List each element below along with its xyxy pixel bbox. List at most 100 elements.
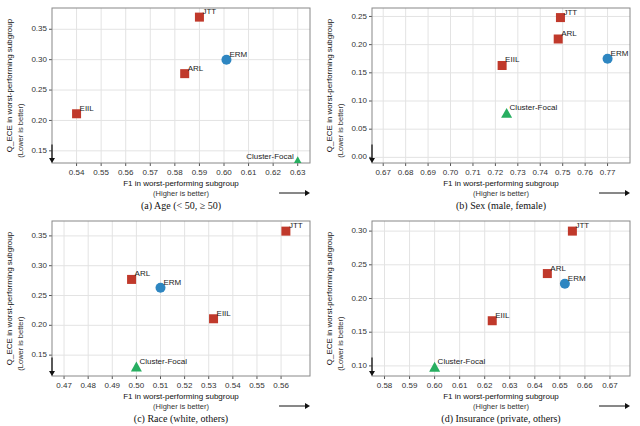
point-label: ERM — [568, 274, 586, 283]
x-tick-label: 0.71 — [465, 168, 481, 177]
x-tick-label: 0.57 — [142, 168, 158, 177]
x-tick-label: 0.58 — [377, 381, 393, 390]
y-tick-label: 0.05 — [351, 124, 367, 133]
grid-line — [248, 8, 249, 163]
x-tick-label: 0.69 — [420, 168, 436, 177]
y-tick-label: 0.20 — [351, 40, 367, 49]
y-arrow — [371, 357, 372, 372]
x-tick-label: 0.55 — [249, 381, 265, 390]
point-label: JTT — [289, 221, 303, 230]
grid-line — [428, 8, 429, 163]
x-tick-label: 0.54 — [225, 381, 241, 390]
x-tick-label: 0.49 — [104, 381, 120, 390]
y-tick-label: 0.10 — [351, 96, 367, 105]
grid-line — [372, 44, 630, 45]
plot-frame — [372, 8, 630, 163]
y-axis-sublabel: (Lower is better) — [336, 316, 345, 371]
grid-line — [184, 221, 185, 376]
grid-line — [52, 29, 310, 30]
y-tick-label: 0.15 — [31, 350, 47, 359]
y-axis-sublabel: (Lower is better) — [16, 103, 25, 158]
point-label: ERM — [164, 278, 182, 287]
grid-line — [199, 8, 200, 163]
x-tick-label: 0.61 — [241, 168, 257, 177]
y-axis-sublabel: (Lower is better) — [16, 316, 25, 371]
point-label: EIIL — [505, 55, 520, 64]
annotations: JTTARLERMEIILCluster-Focal — [505, 8, 629, 113]
y-tick-label: 0.25 — [351, 260, 367, 269]
plot-area — [372, 8, 630, 163]
grid-line — [297, 8, 298, 163]
grid-line — [52, 235, 310, 236]
x-tick-label: 0.63 — [290, 168, 306, 177]
grid-line — [585, 8, 586, 163]
grid-line — [372, 101, 630, 102]
y-tick-label: 0.35 — [31, 24, 47, 33]
x-axis-label: F1 in worst-performing subgroup — [123, 392, 239, 401]
grid-line — [208, 221, 209, 376]
grid-line — [88, 221, 89, 376]
grid — [372, 221, 630, 376]
y-tick-label: 0.20 — [31, 116, 47, 125]
grid-line — [52, 295, 310, 296]
y-tick-label: 0.15 — [31, 146, 47, 155]
x-tick-label: 0.67 — [602, 381, 618, 390]
y-axis-label: Q_ECE in worst-performing subgroup — [5, 231, 14, 365]
grid — [372, 8, 630, 163]
point-label: JTT — [563, 8, 577, 17]
point-label: Cluster-Focal — [438, 357, 486, 366]
subplot: 0.470.480.490.500.510.520.530.540.550.56… — [5, 221, 310, 425]
x-tick-label: 0.76 — [577, 168, 593, 177]
y-arrow-head — [49, 371, 55, 376]
y-axis-label: Q_ECE in worst-performing subgroup — [5, 18, 14, 152]
x-tick-label: 0.75 — [555, 168, 571, 177]
grid — [52, 221, 310, 376]
grid-line — [405, 8, 406, 163]
plot-area — [52, 8, 310, 163]
x-arrow-head — [305, 403, 310, 409]
grid-line — [495, 8, 496, 163]
point-label: ERM — [611, 49, 629, 58]
plot-area — [52, 221, 310, 376]
point — [292, 156, 303, 163]
subplot: 0.580.590.600.610.620.630.640.650.660.67… — [325, 221, 630, 425]
grid-line — [76, 8, 77, 163]
grid-line — [52, 90, 310, 91]
grid-line — [232, 221, 233, 376]
subplot: 0.670.680.690.700.710.720.730.740.750.76… — [325, 8, 630, 212]
x-tick-label: 0.70 — [443, 168, 459, 177]
point-label: Cluster-Focal — [510, 103, 558, 112]
grid-line — [372, 298, 630, 299]
plot-frame — [52, 221, 310, 376]
x-tick-label: 0.62 — [265, 168, 281, 177]
x-tick-label: 0.59 — [192, 168, 208, 177]
x-arrow-head — [305, 190, 310, 196]
x-tick-label: 0.58 — [167, 168, 183, 177]
x-arrow-head — [625, 190, 630, 196]
y-arrow — [51, 144, 52, 159]
grid-line — [607, 8, 608, 163]
x-tick-label: 0.54 — [69, 168, 85, 177]
x-axis-label: F1 in worst-performing subgroup — [443, 179, 559, 188]
point-label: ARL — [550, 264, 566, 273]
y-tick-label: 0.10 — [351, 361, 367, 370]
point-label: Cluster-Focal — [246, 152, 294, 161]
grid-line — [372, 332, 630, 333]
annotations: JTTERMARLEIILCluster-Focal — [80, 7, 294, 161]
x-tick-label: 0.52 — [177, 381, 193, 390]
y-axis-sublabel: (Lower is better) — [336, 103, 345, 158]
x-tick-label: 0.53 — [201, 381, 217, 390]
grid-line — [450, 8, 451, 163]
annotations: JTTARLERMEIILCluster-Focal — [438, 221, 590, 366]
grid-line — [224, 8, 225, 163]
x-tick-label: 0.56 — [118, 168, 134, 177]
x-tick-label: 0.60 — [427, 381, 443, 390]
annotations: JTTARLERMEIILCluster-Focal — [135, 221, 303, 366]
subplot-title: (b) Sex (male, female) — [456, 200, 546, 212]
point-label: ARL — [135, 269, 151, 278]
y-tick-label: 0.15 — [351, 327, 367, 336]
x-tick-label: 0.56 — [273, 381, 289, 390]
y-tick-label: 0.30 — [31, 261, 47, 270]
grid-line — [52, 265, 310, 266]
x-arrow — [279, 193, 306, 194]
